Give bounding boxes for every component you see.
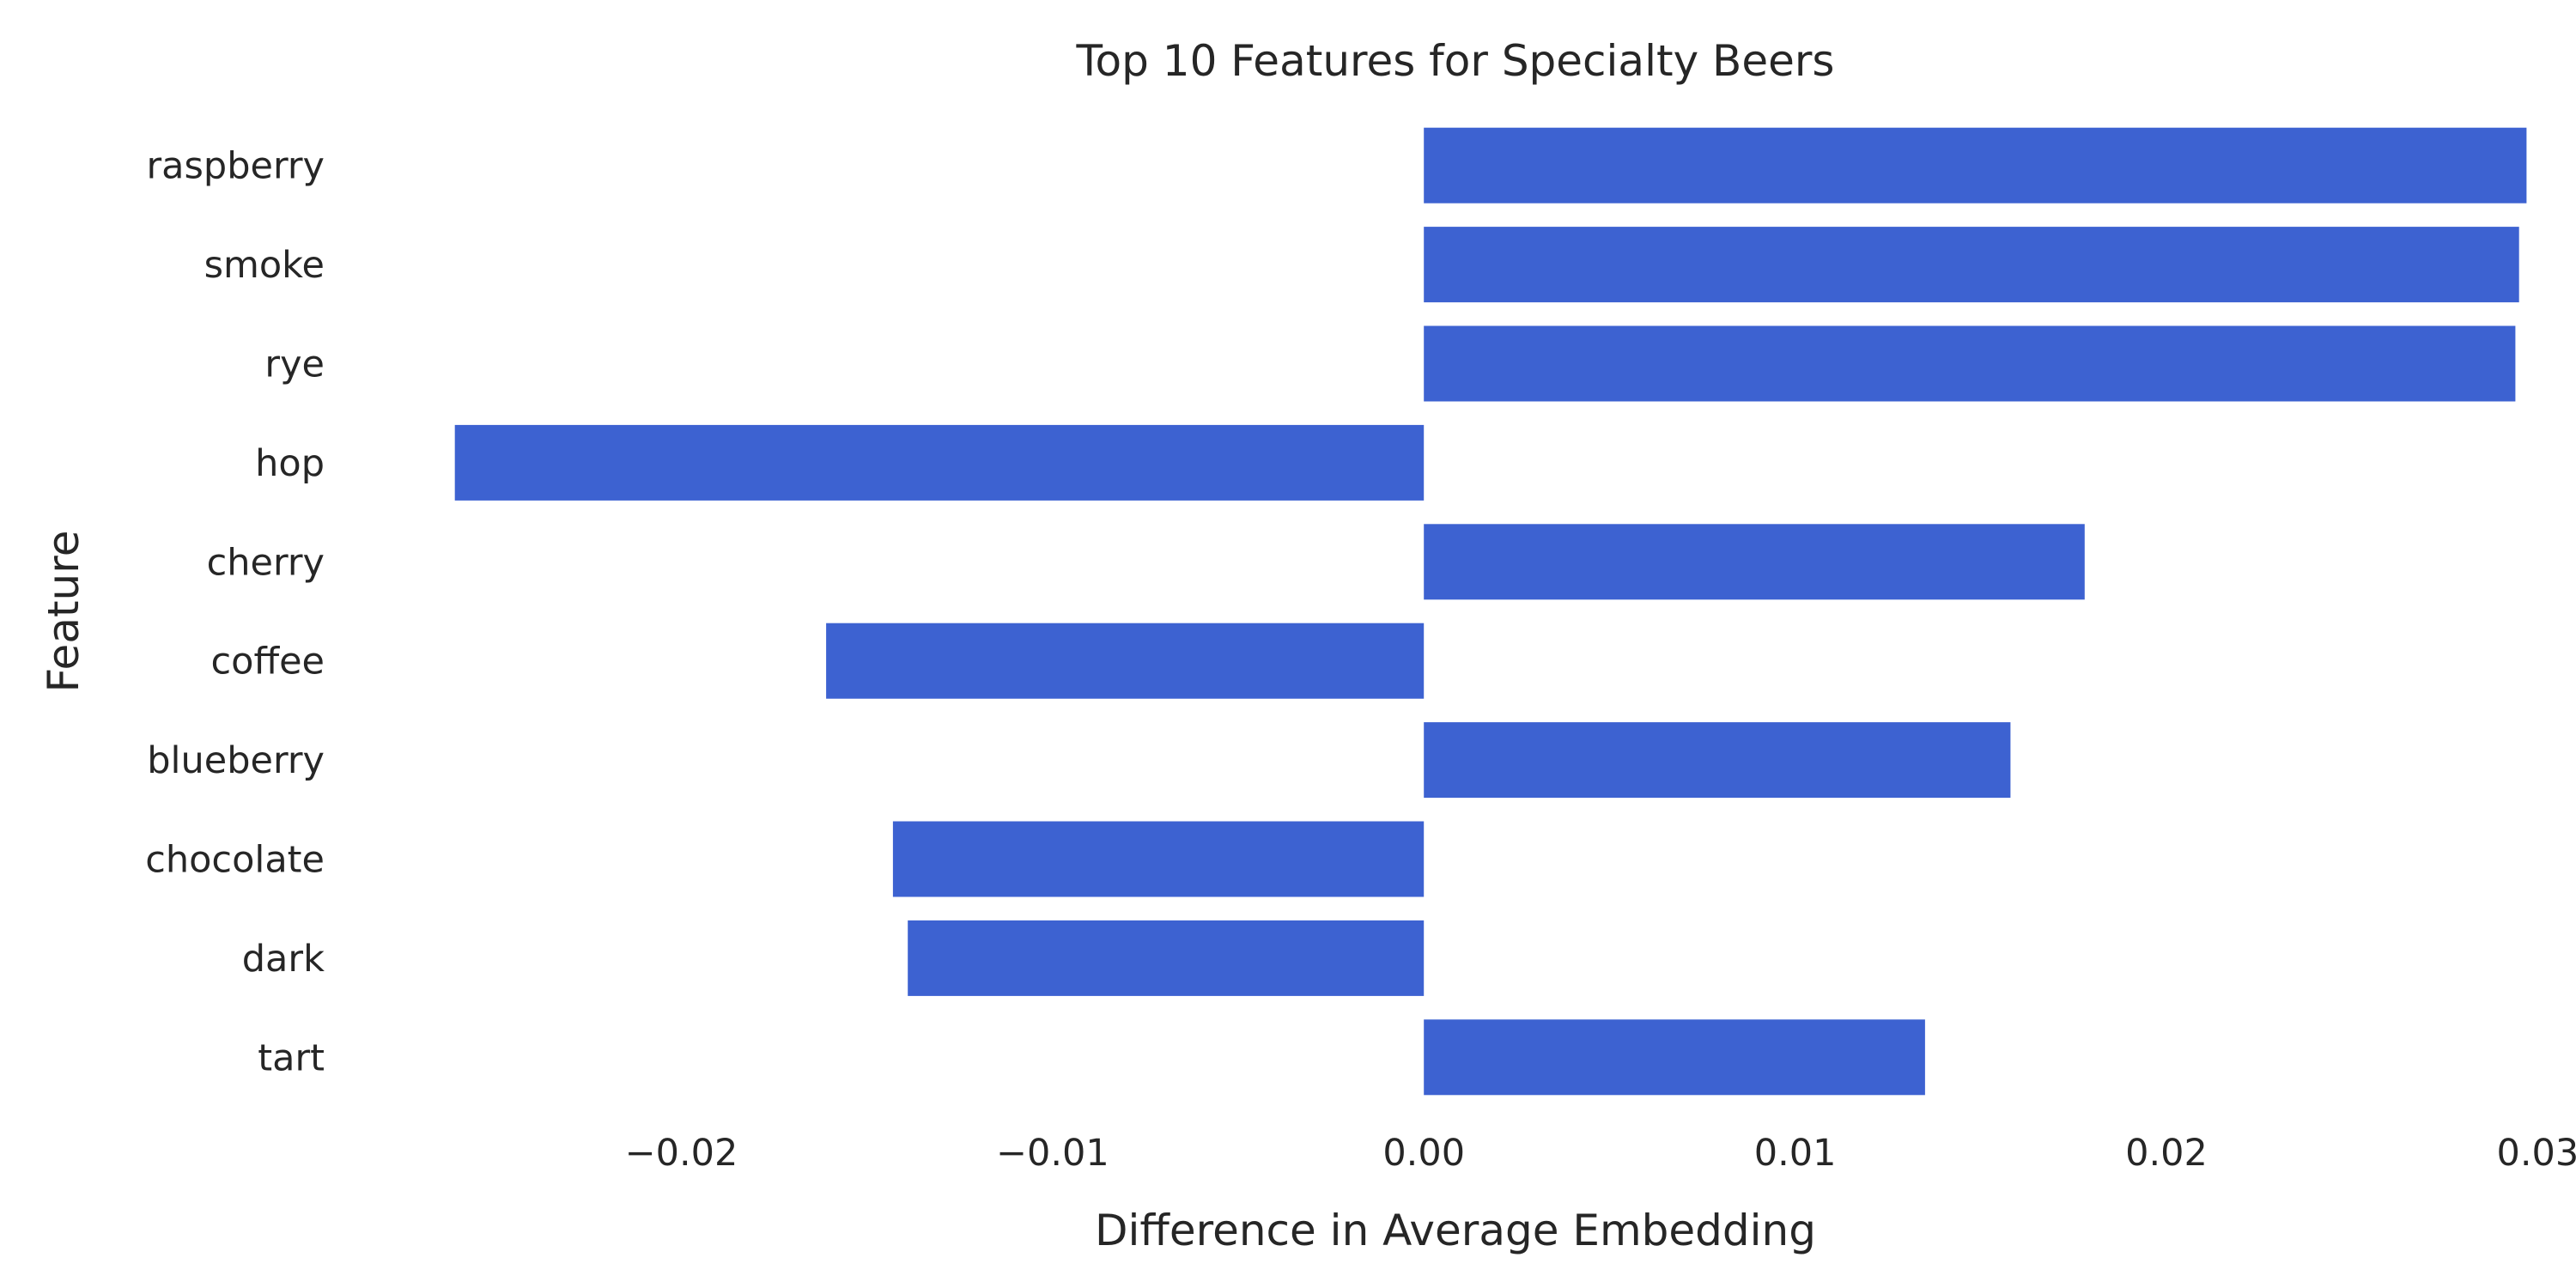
x-tick-label: 0.03 — [2497, 1132, 2576, 1175]
y-tick-label-chocolate: chocolate — [145, 839, 325, 882]
x-tick-label: 0.00 — [1382, 1132, 1465, 1175]
y-tick-label-smoke: smoke — [204, 244, 325, 287]
bar-rye — [1424, 325, 2516, 402]
bars-group — [454, 127, 2527, 1096]
x-axis-label: Difference in Average Embedding — [1095, 1206, 1816, 1255]
x-tick-labels: −0.02 −0.01 0.00 0.01 0.02 0.03 — [625, 1132, 2576, 1175]
x-tick-label: 0.01 — [1754, 1132, 1837, 1175]
bar-raspberry — [1424, 127, 2527, 204]
y-tick-label-rye: rye — [264, 343, 325, 386]
bar-chocolate — [892, 821, 1425, 897]
x-tick-label: −0.02 — [625, 1132, 738, 1175]
y-tick-label-tart: tart — [258, 1036, 325, 1079]
y-axis-label: Feature — [39, 531, 88, 693]
chart-title: Top 10 Features for Specialty Beers — [1076, 36, 1835, 86]
x-tick-label: −0.01 — [996, 1132, 1109, 1175]
x-tick-label: 0.02 — [2125, 1132, 2208, 1175]
bar-coffee — [826, 623, 1425, 699]
y-tick-label-hop: hop — [255, 442, 325, 485]
y-tick-label-raspberry: raspberry — [146, 145, 325, 188]
y-tick-label-dark: dark — [242, 938, 325, 981]
bar-cherry — [1424, 524, 2085, 600]
bar-hop — [454, 424, 1425, 501]
bar-tart — [1424, 1019, 1925, 1096]
y-tick-label-blueberry: blueberry — [147, 739, 325, 782]
bar-dark — [908, 920, 1425, 996]
y-tick-labels: raspberry smoke rye hop cherry coffee blueberr… — [145, 145, 325, 1080]
bar-smoke — [1424, 227, 2519, 303]
bar-blueberry — [1424, 722, 2011, 799]
y-tick-label-coffee: coffee — [211, 641, 325, 683]
y-tick-label-cherry: cherry — [207, 541, 325, 584]
